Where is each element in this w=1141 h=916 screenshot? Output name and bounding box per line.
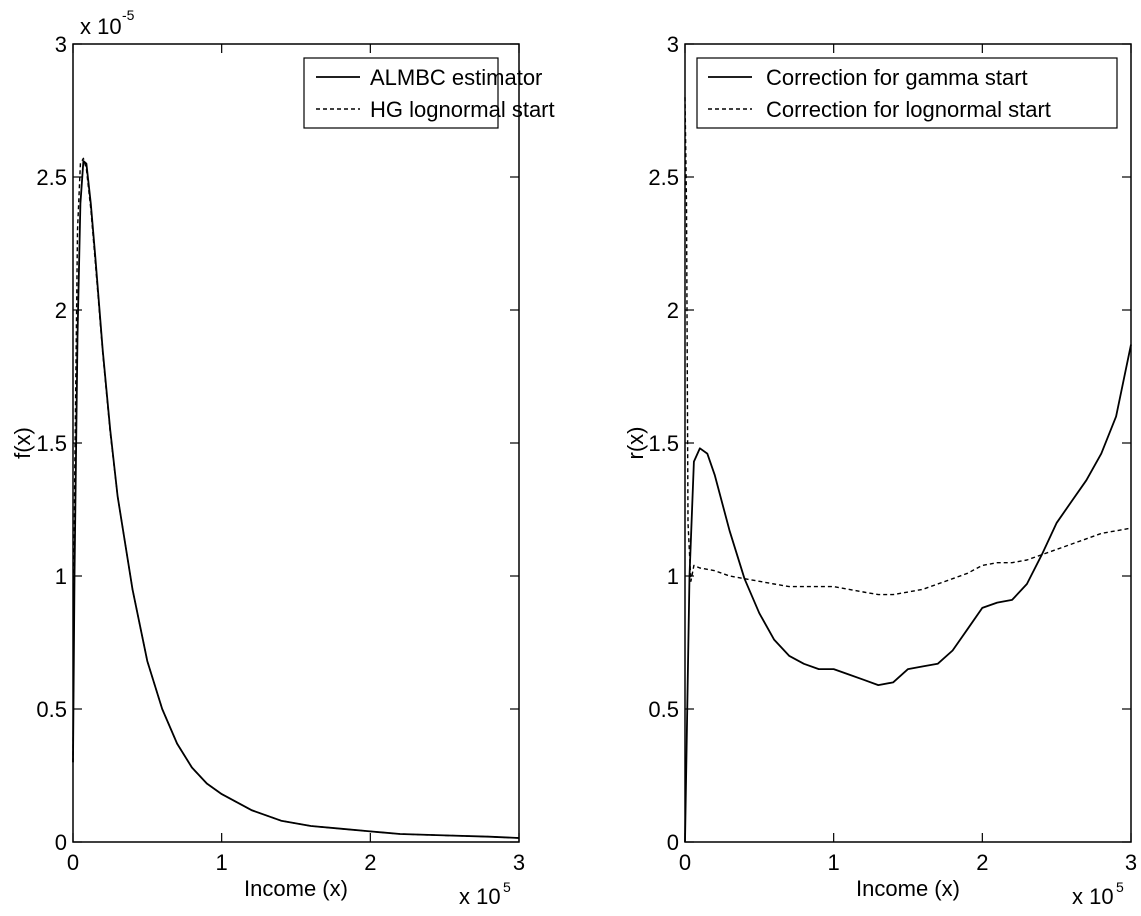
right-legend-entry-1: Correction for gamma start xyxy=(766,65,1028,90)
left-x-axis-label: Income (x) xyxy=(244,876,348,901)
left-y-axis-label: f(x) xyxy=(10,427,35,459)
left-x-exponent: x 10 xyxy=(459,884,501,909)
left-y-exponent: x 10 xyxy=(80,14,122,39)
right-y-tick-label: 2.5 xyxy=(648,165,679,190)
left-legend-entry-2: HG lognormal start xyxy=(370,97,555,122)
right-x-tick-label: 2 xyxy=(976,850,988,875)
left-series-line-2 xyxy=(72,157,520,839)
right-series-line-2 xyxy=(684,97,1132,596)
right-x-exponent-power: 5 xyxy=(1116,879,1124,895)
right-legend: Correction for gamma start Correction fo… xyxy=(696,57,1118,129)
left-plot-frame xyxy=(72,43,520,843)
right-y-tick-label: 1 xyxy=(667,564,679,589)
left-tick-labels: 0 1 2 3 0 0.5 1 1.5 2 2.5 3 xyxy=(36,32,525,875)
left-y-tick-label: 3 xyxy=(55,32,67,57)
right-x-tick-label: 3 xyxy=(1125,850,1137,875)
left-x-tick-label: 3 xyxy=(513,850,525,875)
right-chart-panel: 0 1 2 3 0 0.5 1 1.5 2 2.5 3 Income (x) r(x) x 10 5… xyxy=(623,32,1137,909)
right-plot-frame xyxy=(684,43,1132,843)
left-legend: ALMBC estimator HG lognormal start xyxy=(303,57,555,129)
left-x-tick-label: 0 xyxy=(67,850,79,875)
right-x-tick-label: 0 xyxy=(679,850,691,875)
left-legend-entry-1: ALMBC estimator xyxy=(370,65,542,90)
left-x-tick-label: 2 xyxy=(364,850,376,875)
left-y-tick-label: 1 xyxy=(55,564,67,589)
left-series-lines xyxy=(72,157,520,839)
left-y-tick-label: 2.5 xyxy=(36,165,67,190)
right-y-tick-label: 0.5 xyxy=(648,697,679,722)
right-y-tick-label: 0 xyxy=(667,830,679,855)
left-y-tick-label: 1.5 xyxy=(36,431,67,456)
left-y-tick-label: 0 xyxy=(55,830,67,855)
left-x-tick-label: 1 xyxy=(216,850,228,875)
right-x-tick-label: 1 xyxy=(828,850,840,875)
left-x-exponent-power: 5 xyxy=(503,879,511,895)
right-y-tick-label: 3 xyxy=(667,32,679,57)
right-y-axis-label: r(x) xyxy=(623,427,648,460)
right-series-line-1 xyxy=(684,344,1132,843)
right-x-axis-label: Income (x) xyxy=(856,876,960,901)
right-tick-labels: 0 1 2 3 0 0.5 1 1.5 2 2.5 3 xyxy=(648,32,1137,875)
right-y-tick-label: 1.5 xyxy=(648,431,679,456)
right-series-lines xyxy=(684,97,1132,843)
left-y-tick-label: 2 xyxy=(55,298,67,323)
right-legend-box xyxy=(696,57,1118,129)
left-legend-box xyxy=(303,57,499,129)
left-chart-panel: 0 1 2 3 0 0.5 1 1.5 2 2.5 3 Income (x) f(x) x 10 5… xyxy=(10,7,555,909)
right-legend-entry-2: Correction for lognormal start xyxy=(766,97,1051,122)
left-y-exponent-power: -5 xyxy=(122,7,135,23)
left-tick-marks xyxy=(72,43,520,843)
left-y-tick-label: 0.5 xyxy=(36,697,67,722)
right-x-exponent: x 10 xyxy=(1072,884,1114,909)
right-y-tick-label: 2 xyxy=(667,298,679,323)
